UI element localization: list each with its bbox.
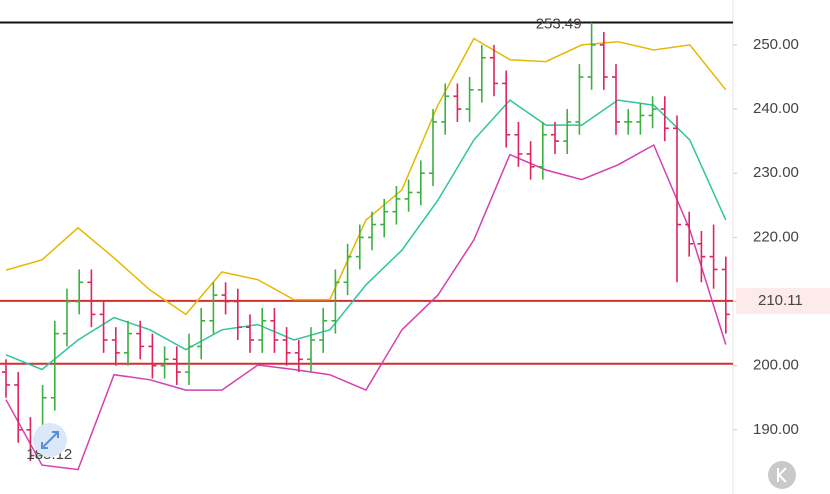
y-tick-label: 200.00 [753,357,799,374]
y-tick-label: 240.00 [753,100,799,117]
band-line [5,99,727,371]
price-label-box [736,287,830,314]
y-tick-label: 230.00 [753,164,799,181]
band-line [5,143,727,471]
expand-button[interactable] [33,423,67,457]
y-tick-label: 250.00 [753,36,799,53]
high-label: 253.49 [536,15,582,32]
y-tick-label: 220.00 [753,228,799,245]
price-label: 210.11 [758,292,803,309]
y-tick-label: 190.00 [753,421,799,438]
scroll-latest-button[interactable] [768,461,796,489]
band-line [5,37,727,316]
